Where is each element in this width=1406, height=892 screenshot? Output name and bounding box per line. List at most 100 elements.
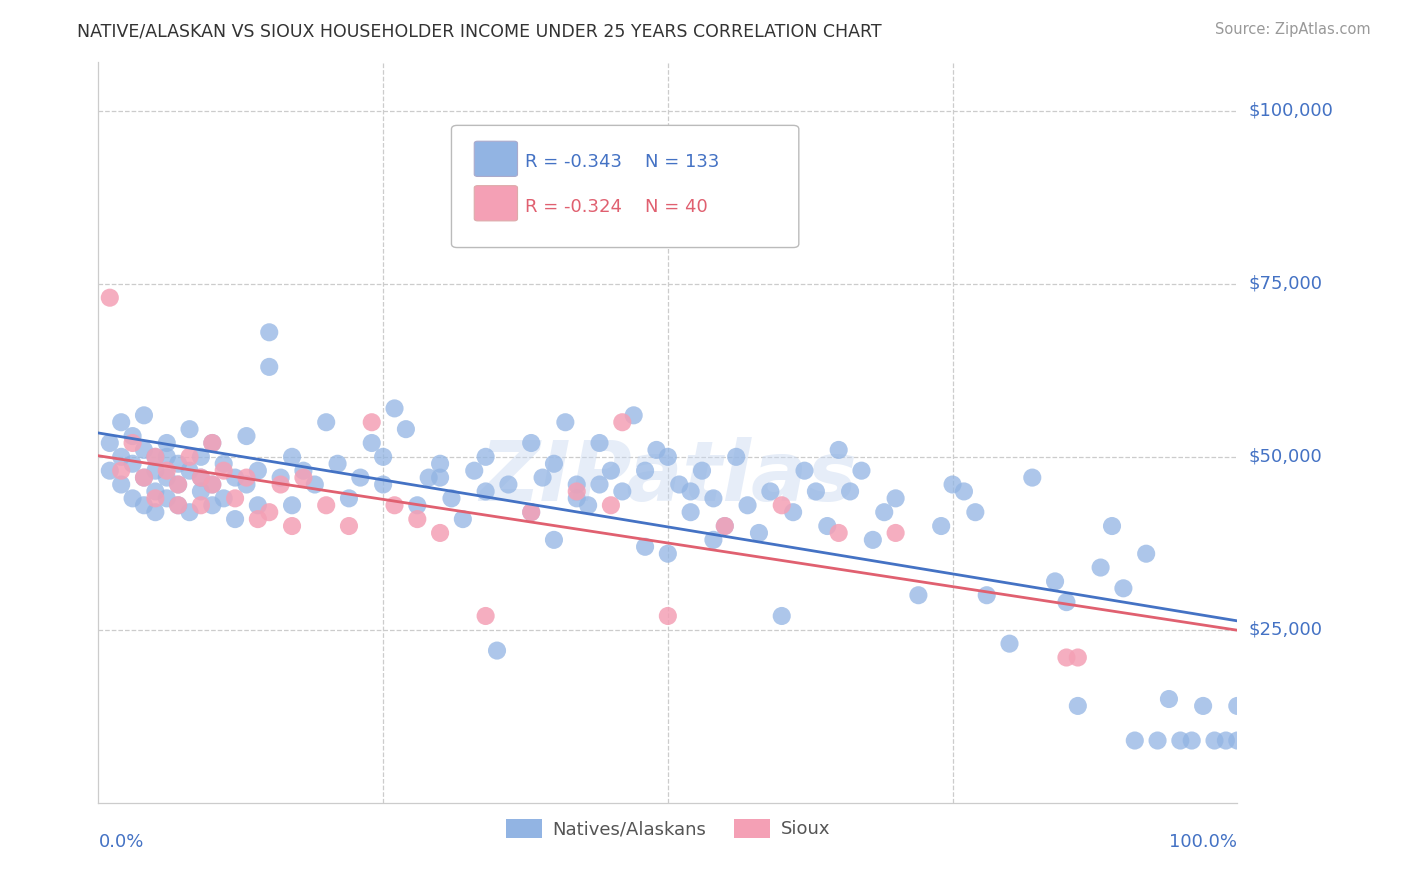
Point [121, 491, 143, 506]
Point [588, 477, 610, 491]
Point [520, 436, 543, 450]
Point [337, 491, 360, 506]
Point [190, 498, 212, 512]
Point [121, 457, 143, 471]
Point [714, 519, 737, 533]
Point [782, 505, 804, 519]
Point [406, 512, 429, 526]
Point [132, 498, 155, 512]
Point [498, 477, 520, 491]
Point [862, 533, 884, 547]
Point [304, 477, 326, 491]
Point [612, 415, 634, 429]
Text: R = -0.343    N = 133: R = -0.343 N = 133 [526, 153, 720, 171]
Text: NATIVE/ALASKAN VS SIOUX HOUSEHOLDER INCOME UNDER 25 YEARS CORRELATION CHART: NATIVE/ALASKAN VS SIOUX HOUSEHOLDER INCO… [77, 22, 882, 40]
Point [451, 512, 474, 526]
Point [179, 464, 201, 478]
Point [349, 470, 371, 484]
Point [679, 484, 702, 499]
Point [804, 484, 827, 499]
Point [156, 491, 179, 506]
Point [132, 442, 155, 457]
Point [737, 498, 759, 512]
Point [1090, 560, 1112, 574]
Point [965, 505, 987, 519]
Point [429, 470, 451, 484]
Point [1181, 733, 1204, 747]
Point [759, 484, 782, 499]
Point [884, 525, 907, 540]
Point [156, 450, 179, 464]
Point [384, 498, 406, 512]
Point [167, 498, 190, 512]
Text: $25,000: $25,000 [1249, 621, 1323, 639]
Point [612, 484, 634, 499]
Text: 100.0%: 100.0% [1170, 833, 1237, 851]
Legend: Natives/Alaskans, Sioux: Natives/Alaskans, Sioux [499, 812, 837, 846]
Point [770, 609, 793, 624]
Text: 0.0%: 0.0% [98, 833, 143, 851]
Point [645, 442, 668, 457]
Point [1170, 733, 1192, 747]
Point [565, 491, 588, 506]
Point [1112, 582, 1135, 596]
Point [474, 484, 496, 499]
Point [395, 422, 418, 436]
Point [110, 477, 132, 491]
Point [600, 498, 623, 512]
Point [976, 588, 998, 602]
Point [828, 525, 851, 540]
Point [156, 470, 179, 484]
Point [828, 442, 851, 457]
Point [145, 491, 167, 506]
Point [440, 491, 463, 506]
Point [1043, 574, 1066, 589]
Text: $50,000: $50,000 [1249, 448, 1322, 466]
Point [1215, 733, 1237, 747]
Point [212, 491, 235, 506]
Point [668, 477, 690, 491]
Point [281, 498, 304, 512]
Point [132, 470, 155, 484]
Point [98, 464, 121, 478]
Point [246, 512, 269, 526]
Point [1054, 595, 1078, 609]
Point [657, 609, 679, 624]
Point [360, 436, 382, 450]
Point [281, 519, 304, 533]
Point [1021, 470, 1043, 484]
Point [953, 484, 976, 499]
Text: R = -0.324    N = 40: R = -0.324 N = 40 [526, 198, 709, 216]
Point [179, 505, 201, 519]
Point [110, 464, 132, 478]
Point [1226, 733, 1249, 747]
Point [1135, 547, 1157, 561]
Point [714, 519, 737, 533]
Point [281, 450, 304, 464]
Point [657, 450, 679, 464]
Point [167, 457, 190, 471]
Point [543, 457, 565, 471]
Point [132, 470, 155, 484]
Point [132, 409, 155, 423]
Point [156, 436, 179, 450]
Point [588, 436, 610, 450]
Point [201, 477, 224, 491]
Text: $100,000: $100,000 [1249, 102, 1333, 120]
Point [201, 436, 224, 450]
Point [429, 525, 451, 540]
Point [576, 498, 599, 512]
Point [1054, 650, 1078, 665]
Point [235, 477, 257, 491]
Point [623, 409, 645, 423]
Point [839, 484, 862, 499]
Point [190, 450, 212, 464]
Point [520, 505, 543, 519]
Point [98, 291, 121, 305]
Point [725, 450, 748, 464]
Point [371, 450, 394, 464]
Point [145, 484, 167, 499]
Point [145, 450, 167, 464]
Point [429, 457, 451, 471]
Point [156, 464, 179, 478]
